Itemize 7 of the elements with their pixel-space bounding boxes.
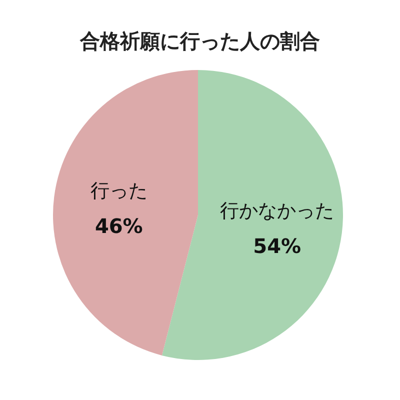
slice-label: 行った [90,180,148,202]
pie-slice [53,70,198,356]
data-label: 46% [94,214,143,238]
data-label: 54% [253,234,302,258]
chart-title: 合格祈願に行った人の割合 [79,29,320,53]
pie-slice [162,70,343,360]
slice-label: 行かなかった [220,200,334,222]
